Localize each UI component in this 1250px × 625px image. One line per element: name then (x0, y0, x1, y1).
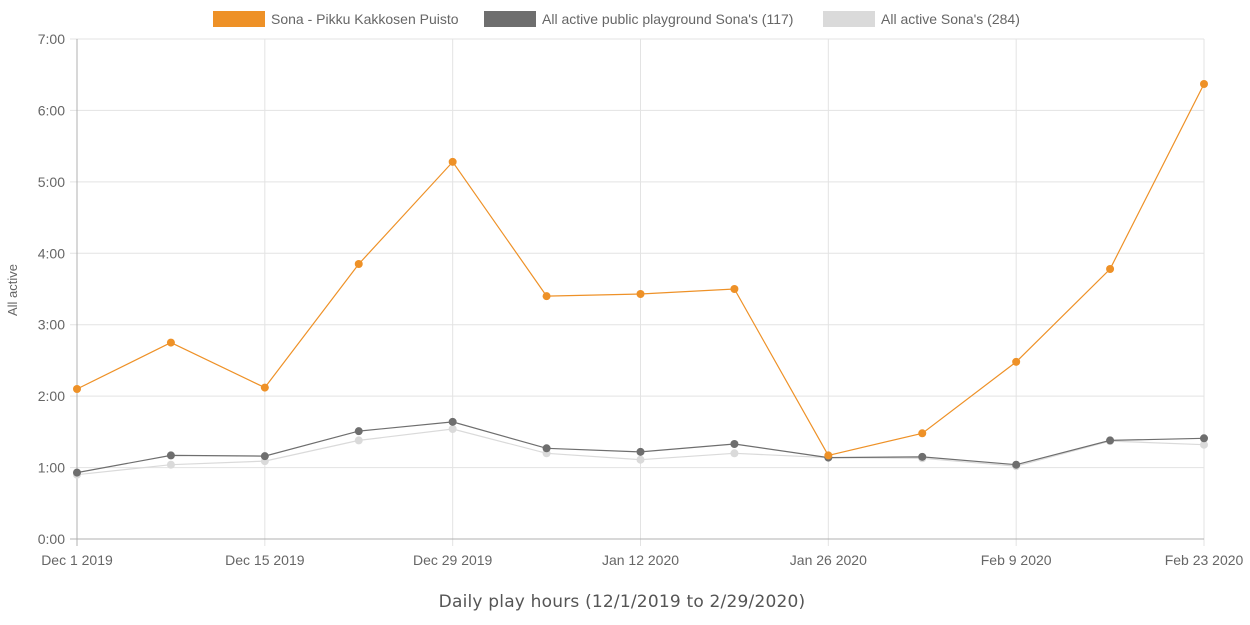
chart-legend: Sona - Pikku Kakkosen Puisto All active … (0, 9, 1250, 29)
y-axis-ticks: 0:00 1:00 2:00 3:00 4:00 5:00 6:00 7:00 (38, 31, 65, 547)
legend-item-pikku-kakkonen[interactable]: Sona - Pikku Kakkosen Puisto (213, 9, 459, 29)
y-tick-label: 6:00 (38, 102, 65, 118)
data-point (354, 260, 363, 268)
data-point (730, 285, 739, 293)
data-point (1200, 434, 1208, 443)
y-tick-label: 4:00 (38, 245, 65, 261)
data-point (730, 440, 739, 448)
y-tick-label: 2:00 (38, 388, 65, 404)
data-point (354, 427, 363, 436)
legend-swatch-dark-gray (484, 11, 536, 27)
data-point (166, 338, 175, 347)
x-tick-label: Dec 1 2019 (41, 552, 113, 568)
data-point (73, 385, 81, 393)
y-tick-label: 3:00 (38, 317, 65, 333)
x-tick-label: Dec 15 2019 (225, 552, 305, 568)
data-point (166, 460, 175, 469)
series-layer (73, 80, 1208, 479)
x-tick-label: Dec 29 2019 (413, 552, 493, 568)
data-point (636, 290, 645, 298)
data-point (448, 417, 457, 426)
data-point (1106, 265, 1115, 273)
legend-item-all-sonas[interactable]: All active Sona's (284) (823, 9, 1020, 29)
data-point (1200, 440, 1208, 449)
data-point (1200, 80, 1208, 88)
data-point (730, 449, 739, 458)
data-point (448, 157, 457, 166)
data-point (636, 447, 645, 456)
x-axis-label: Daily play hours (12/1/2019 to 2/29/2020… (439, 592, 806, 612)
x-tick-label: Jan 12 2020 (602, 552, 679, 568)
series-group (73, 80, 1208, 460)
legend-label: All active Sona's (284) (881, 11, 1020, 27)
y-tick-label: 0:00 (38, 531, 65, 547)
data-point (73, 468, 81, 477)
legend-label: All active public playground Sona's (117… (542, 11, 794, 27)
data-point (918, 429, 927, 438)
x-tick-label: Jan 26 2020 (790, 552, 867, 568)
x-tick-label: Feb 23 2020 (1165, 552, 1244, 568)
data-point (636, 455, 645, 464)
data-point (542, 292, 551, 301)
data-point (260, 383, 269, 392)
y-tick-label: 1:00 (38, 460, 65, 476)
data-point (1012, 460, 1021, 469)
data-point (448, 425, 457, 433)
legend-swatch-orange (213, 11, 265, 27)
data-point (1012, 357, 1021, 366)
data-point (542, 444, 551, 453)
data-point (260, 452, 269, 461)
data-point (354, 436, 363, 445)
x-tick-label: Feb 9 2020 (981, 552, 1052, 568)
y-tick-label: 5:00 (38, 174, 65, 190)
y-tick-label: 7:00 (38, 31, 65, 47)
y-axis-label: All active (5, 264, 20, 316)
data-point (824, 451, 833, 460)
legend-swatch-light-gray (823, 11, 875, 27)
data-point (166, 451, 175, 460)
x-axis-ticks: Dec 1 2019 Dec 15 2019 Dec 29 2019 Jan 12 2… (41, 552, 1243, 568)
data-point (1106, 436, 1115, 445)
legend-label: Sona - Pikku Kakkosen Puisto (271, 11, 459, 27)
data-point (918, 452, 927, 461)
legend-item-public-playground[interactable]: All active public playground Sona's (117… (484, 9, 793, 29)
